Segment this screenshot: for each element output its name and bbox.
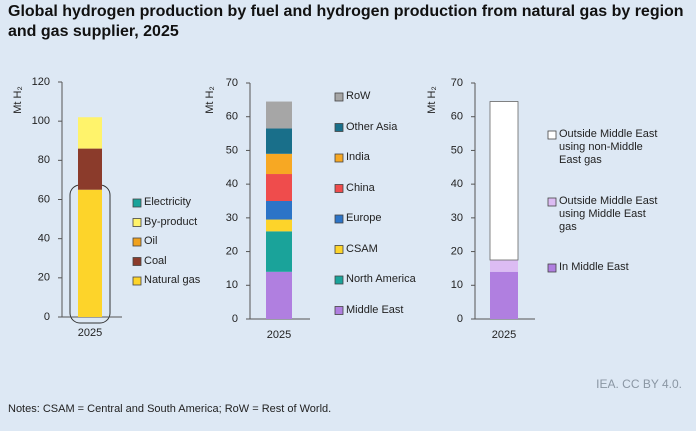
y-tick-label: 0 [457,313,463,325]
y-tick-label: 100 [32,115,50,127]
y-tick-label: 0 [232,313,238,325]
y-tick-label: 60 [38,193,50,205]
legend-label: North America [346,273,416,285]
y-axis-label: Mt H₂ [204,86,216,114]
y-tick-label: 120 [32,76,50,88]
y-tick-label: 20 [226,245,238,257]
legend-swatch [334,123,344,132]
legend-label: India [346,151,370,163]
legend-label: Coal [144,254,167,267]
legend-label: Outside Middle East using non-Middle Eas… [559,128,658,166]
legend-swatch [334,214,344,224]
y-tick-label: 40 [38,233,50,245]
y-tick-label: 10 [451,279,463,291]
y-tick-label: 30 [226,212,238,224]
y-tick-label: 70 [451,77,463,89]
bar-segment [266,231,292,272]
x-tick-label: 2025 [492,329,516,341]
legend-label: Other Asia [346,120,398,133]
legend-swatch [334,245,344,254]
bar-segment [266,101,292,129]
bar-segment [489,101,519,261]
legend-label: Natural gas [144,274,201,286]
legend-label: Oil [144,235,158,247]
y-tick-label: 20 [38,272,50,284]
legend-swatch [334,184,344,193]
bar-segment [266,153,292,175]
legend-label: By-product [144,215,198,228]
y-tick-label: 30 [451,212,463,224]
x-tick-label: 2025 [267,329,291,341]
bar-segment [490,271,518,319]
legend-swatch [132,198,142,208]
y-tick-label: 50 [451,144,463,156]
bar-segment [78,189,102,317]
y-axis-label: Mt H₂ [426,86,438,114]
legend-swatch [334,92,344,102]
bar-segment [266,271,292,319]
notes: Notes: CSAM = Central and South America;… [8,403,332,415]
x-tick-label: 2025 [78,327,102,339]
y-tick-label: 10 [226,279,238,291]
y-tick-label: 50 [226,144,238,156]
legend-swatch [547,197,557,207]
bar-segment [78,117,102,149]
y-tick-label: 60 [226,111,238,123]
y-tick-label: 60 [451,111,463,123]
source: IEA. CC BY 4.0. [596,377,682,391]
chart-title: Global hydrogen production by fuel and h… [8,3,684,40]
bar-segment [266,219,292,232]
legend-swatch [547,263,557,273]
legend-swatch [132,276,142,286]
y-tick-label: 0 [44,311,50,323]
legend-label: Europe [346,212,382,224]
bar-segment [266,201,292,220]
legend-label: Middle East [346,303,404,316]
legend-label: In Middle East [559,261,629,273]
y-tick-label: 70 [226,77,238,89]
legend-label: RoW [346,90,371,102]
y-tick-label: 40 [226,178,238,190]
legend-label: CSAM [346,242,378,255]
bar-segment [266,174,292,201]
legend-label: Outside Middle East using Middle East ga… [559,195,658,233]
legend-swatch [132,218,142,227]
legend-swatch [547,130,557,140]
bar-segment [266,128,292,154]
bar-segment [78,148,102,190]
legend-swatch [334,153,344,163]
y-tick-label: 20 [451,245,463,257]
bar-segment [490,260,518,272]
legend-swatch [132,257,142,266]
legend-swatch [334,306,344,315]
legend-swatch [334,275,344,285]
y-tick-label: 80 [38,154,50,166]
legend-label: China [346,181,375,194]
y-tick-label: 40 [451,178,463,190]
legend-label: Electricity [144,196,192,208]
y-axis-label: Mt H₂ [12,86,24,114]
legend-swatch [132,237,142,247]
